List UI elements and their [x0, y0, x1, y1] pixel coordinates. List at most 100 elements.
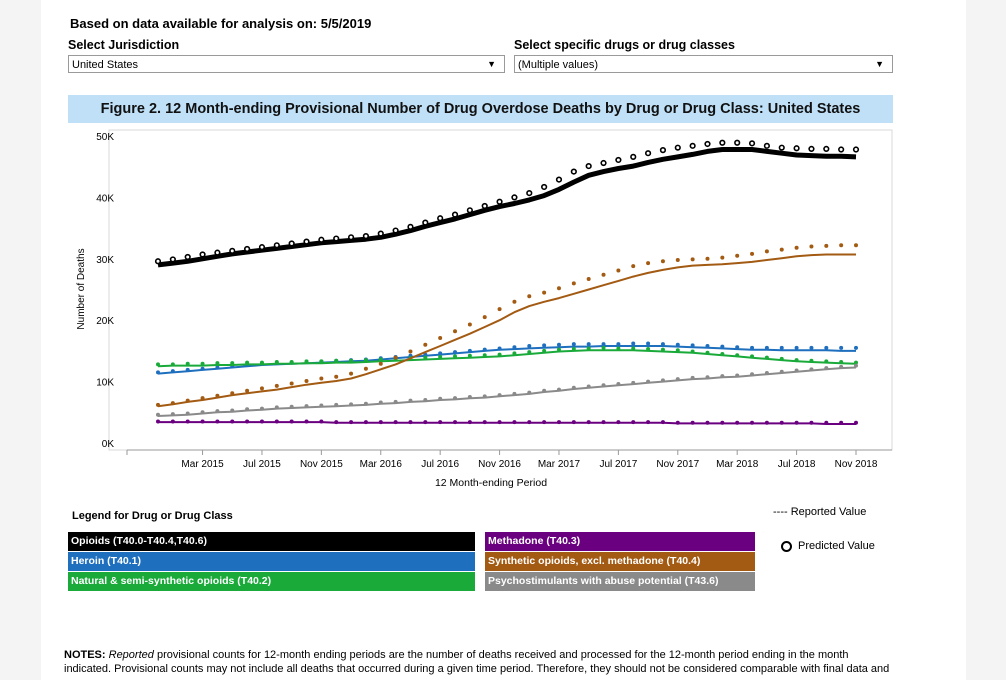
y-tick-label: 50K	[96, 132, 114, 143]
predicted-point	[497, 346, 502, 351]
predicted-point	[809, 244, 814, 249]
predicted-point	[156, 412, 160, 417]
predicted-point	[453, 396, 458, 401]
predicted-point	[586, 277, 591, 282]
predicted-point	[823, 145, 830, 152]
predicted-point	[763, 142, 770, 149]
predicted-point	[616, 268, 621, 273]
legend-item-heroin[interactable]: Heroin (T40.1)	[68, 552, 475, 571]
predicted-point	[423, 355, 428, 360]
x-tick-label: Jul 2017	[599, 459, 637, 470]
predicted-point	[303, 238, 310, 245]
predicted-point	[392, 227, 399, 234]
predicted-point	[527, 294, 532, 299]
predicted-point	[512, 351, 517, 356]
predicted-point	[423, 342, 428, 347]
predicted-point	[482, 347, 487, 352]
predicted-point	[482, 353, 487, 358]
predicted-point	[453, 350, 458, 355]
predicted-point	[631, 420, 636, 425]
predicted-point	[154, 258, 162, 265]
predicted-point	[363, 420, 368, 425]
predicted-point	[200, 396, 205, 401]
predicted-point	[794, 245, 799, 250]
legend-item-opioids[interactable]: Opioids (T40.0-T40.4,T40.6)	[68, 532, 475, 551]
predicted-point	[750, 420, 755, 425]
predicted-point	[644, 150, 652, 157]
predicted-point	[764, 345, 769, 350]
predicted-point	[631, 346, 636, 351]
predicted-point	[705, 350, 710, 355]
predicted-point	[437, 215, 444, 222]
predicted-point	[438, 351, 443, 356]
predicted-point	[750, 354, 755, 359]
predicted-point	[720, 420, 725, 425]
predicted-point	[334, 402, 339, 407]
predicted-point	[156, 402, 160, 407]
y-tick-label: 20K	[96, 316, 114, 327]
predicted-point	[779, 369, 784, 374]
predicted-point	[735, 373, 740, 378]
x-tick-label: Mar 2018	[716, 459, 759, 470]
predicted-point	[393, 420, 398, 425]
predicted-point	[334, 358, 339, 363]
predicted-point	[541, 183, 548, 191]
predicted-point	[318, 236, 325, 243]
predicted-point	[646, 379, 651, 384]
predicted-point	[482, 394, 487, 399]
predicted-point	[646, 341, 651, 346]
predicted-point	[735, 345, 740, 350]
chevron-down-icon[interactable]: ▼	[875, 59, 884, 69]
predicted-point	[408, 398, 413, 403]
legend-title: Legend for Drug or Drug Class	[72, 510, 233, 522]
legend-item-psychostimulants[interactable]: Psychostimulants with abuse potential (T…	[485, 572, 755, 591]
predicted-point	[215, 365, 220, 370]
predicted-point	[170, 369, 175, 374]
predicted-point	[170, 412, 175, 417]
legend-item-methadone[interactable]: Methadone (T40.3)	[485, 532, 755, 551]
notes-label: NOTES:	[64, 649, 106, 661]
predicted-point	[378, 361, 383, 366]
predicted-point	[690, 257, 695, 262]
jurisdiction-value: United States	[72, 59, 139, 71]
legend-item-synthetic-opioids[interactable]: Synthetic opioids, excl. methadone (T40.…	[485, 552, 755, 571]
predicted-point	[586, 384, 591, 389]
predicted-point	[660, 342, 665, 347]
predicted-point	[377, 230, 384, 237]
predicted-point	[660, 259, 665, 264]
predicted-value-label: Predicted Value	[798, 540, 875, 552]
predicted-point	[660, 378, 665, 383]
predicted-point	[363, 358, 368, 363]
predicted-point	[230, 361, 235, 366]
drugs-select[interactable]: (Multiple values) ▼	[514, 55, 893, 73]
predicted-point	[467, 348, 472, 353]
predicted-value-key: Predicted Value	[781, 540, 875, 552]
predicted-point	[660, 420, 665, 425]
predicted-point	[675, 377, 680, 382]
predicted-point	[735, 253, 740, 258]
predicted-point	[735, 420, 740, 425]
predicted-point	[378, 357, 383, 362]
predicted-point	[601, 345, 606, 350]
legend-item-natural-semi-synthetic[interactable]: Natural & semi-synthetic opioids (T40.2)	[68, 572, 475, 591]
dash-line-icon: ----	[773, 506, 788, 518]
predicted-point	[586, 346, 591, 351]
jurisdiction-select[interactable]: United States ▼	[68, 55, 505, 73]
series-line-5	[157, 366, 857, 417]
predicted-point	[481, 202, 488, 210]
predicted-point	[200, 361, 205, 366]
predicted-point	[512, 299, 517, 304]
predicted-point	[319, 419, 324, 424]
x-tick-label: Jul 2015	[243, 459, 281, 470]
predicted-point	[824, 243, 829, 248]
predicted-point	[675, 348, 680, 353]
predicted-point	[512, 420, 517, 425]
predicted-point	[527, 350, 532, 355]
chevron-down-icon[interactable]: ▼	[487, 59, 496, 69]
predicted-point	[200, 419, 205, 424]
predicted-point	[245, 419, 250, 424]
predicted-point	[334, 374, 339, 379]
predicted-point	[333, 235, 340, 242]
predicted-point	[839, 359, 844, 364]
predicted-point	[779, 247, 784, 252]
